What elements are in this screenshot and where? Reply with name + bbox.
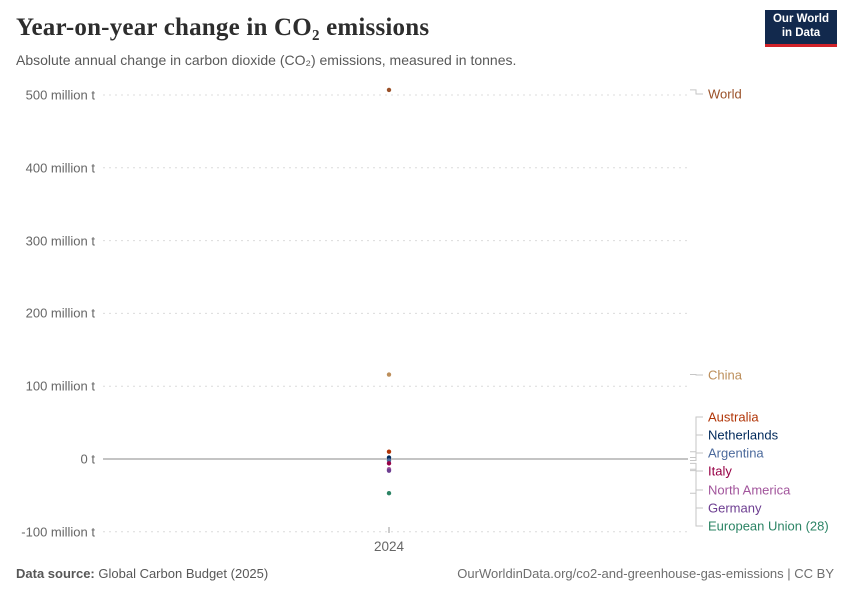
series-label-germany[interactable]: Germany — [708, 500, 762, 516]
chart-title: Year-on-year change in CO₂ emissions — [16, 14, 430, 41]
owid-logo-line1: Our World — [772, 13, 829, 26]
data-source-label: Data source: — [16, 566, 95, 581]
data-point-world[interactable] — [386, 87, 392, 93]
series-label-world[interactable]: World — [708, 86, 742, 102]
data-point-australia[interactable] — [386, 449, 392, 454]
label-connector — [690, 492, 703, 527]
chart-subtitle: Absolute annual change in carbon dioxide… — [16, 52, 517, 68]
owid-logo-line2: in Data — [781, 27, 821, 39]
y-tick-label: 200 million t — [25, 305, 95, 321]
label-connector — [690, 89, 703, 95]
series-label-australia[interactable]: Australia — [708, 409, 759, 425]
x-tick-label: 2024 — [373, 539, 405, 554]
data-point-china[interactable] — [386, 372, 392, 377]
series-label-european-union-28-[interactable]: European Union (28) — [708, 518, 829, 534]
series-label-china[interactable]: China — [708, 367, 742, 383]
data-source: Data source: Global Carbon Budget (2025) — [16, 566, 268, 581]
data-point-germany[interactable] — [386, 468, 392, 473]
label-connector — [690, 452, 703, 461]
label-connector — [690, 462, 703, 472]
y-tick-label: 100 million t — [25, 378, 95, 394]
label-connector — [690, 416, 703, 453]
footer-link[interactable]: OurWorldinData.org/co2-and-greenhouse-ga… — [457, 566, 834, 581]
series-label-netherlands[interactable]: Netherlands — [708, 427, 779, 443]
series-label-italy[interactable]: Italy — [708, 463, 732, 479]
owid-logo: Our World in Data — [765, 10, 837, 47]
label-connector — [690, 434, 703, 459]
series-label-argentina[interactable]: Argentina — [708, 445, 764, 461]
y-tick-label: 300 million t — [25, 233, 95, 249]
y-tick-label: 500 million t — [25, 87, 95, 103]
series-label-north-america[interactable]: North America — [708, 482, 791, 498]
data-point-italy[interactable] — [386, 461, 392, 466]
data-point-european-union-28-[interactable] — [386, 491, 392, 496]
chart-footer: Data source: Global Carbon Budget (2025)… — [16, 566, 834, 581]
data-source-value: Global Carbon Budget (2025) — [98, 566, 269, 581]
label-connector — [690, 470, 703, 509]
y-tick-label: 0 t — [80, 451, 95, 467]
y-tick-label: 400 million t — [25, 160, 95, 176]
y-tick-label: -100 million t — [21, 524, 95, 540]
